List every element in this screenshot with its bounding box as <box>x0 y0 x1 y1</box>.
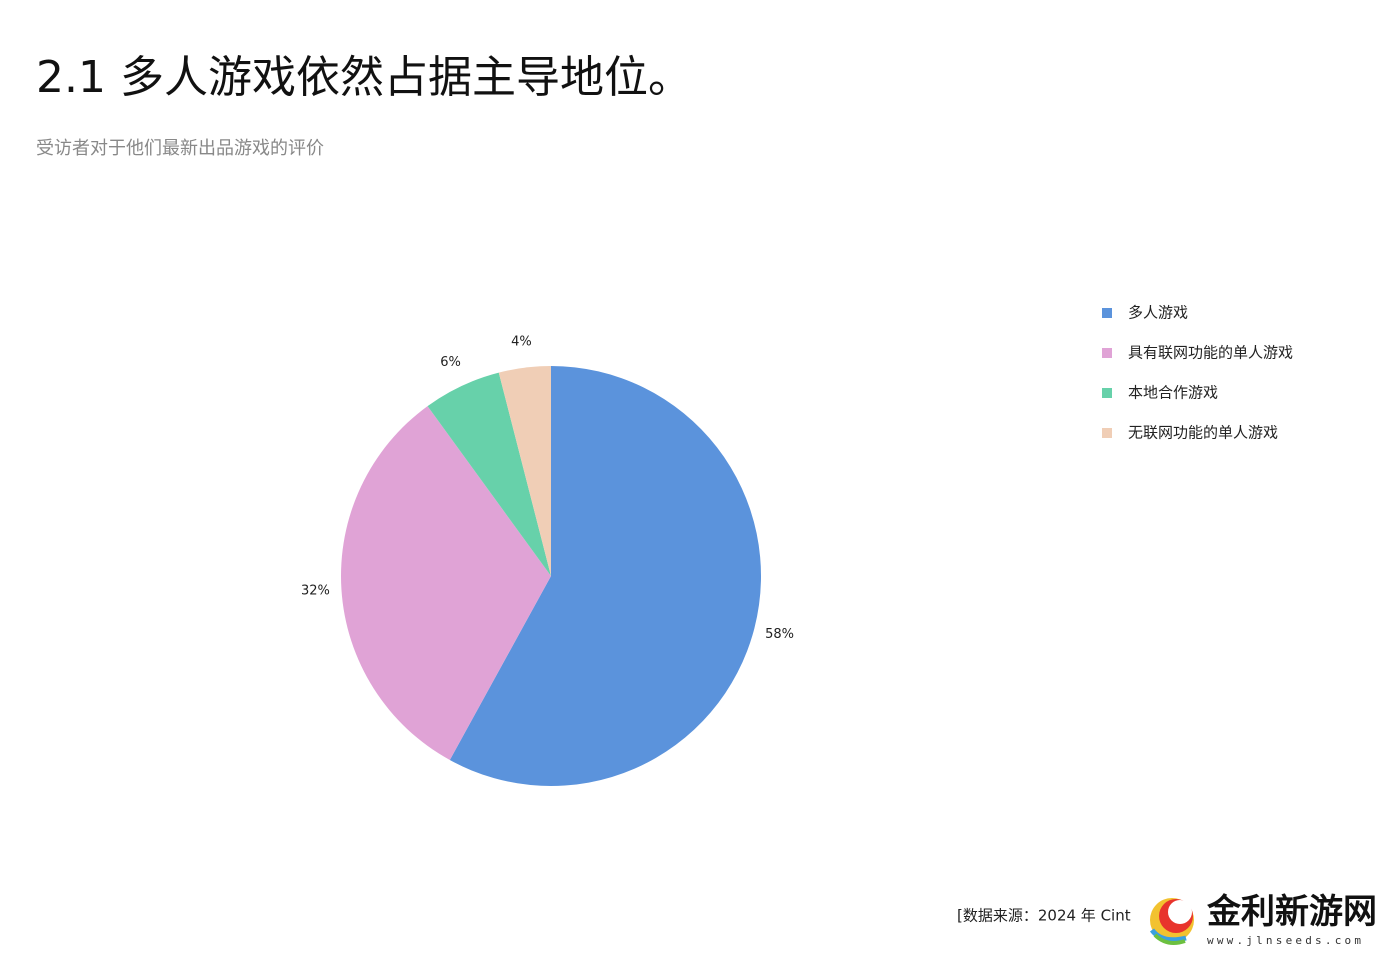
legend-label: 多人游戏 <box>1128 304 1188 322</box>
watermark-url: www.jlnseeds.com <box>1207 934 1364 947</box>
chart-title: 2.1 多人游戏依然占据主导地位。 <box>36 52 692 103</box>
pie-slice <box>498 366 551 576</box>
legend-swatch <box>1102 348 1112 358</box>
legend-label: 本地合作游戏 <box>1128 384 1218 402</box>
data-label: 58% <box>765 627 794 642</box>
data-label: 32% <box>301 583 330 598</box>
chart-subtitle: 受访者对于他们最新出品游戏的评价 <box>36 138 324 159</box>
legend-label: 无联网功能的单人游戏 <box>1128 424 1278 442</box>
legend-swatch <box>1102 388 1112 398</box>
watermark: 金利新游网 www.jlnseeds.com <box>1140 890 1392 954</box>
legend-swatch <box>1102 428 1112 438</box>
data-label: 4% <box>511 334 532 349</box>
logo-ring <box>1168 900 1192 924</box>
logo-swirl <box>1153 933 1186 945</box>
legend-label: 具有联网功能的单人游戏 <box>1128 344 1293 362</box>
logo-swirl <box>1149 928 1187 943</box>
data-label: 6% <box>440 355 461 370</box>
legend-swatch <box>1102 308 1112 318</box>
pie-slice <box>427 372 551 576</box>
pie: 58% 32% 6% 4% <box>301 334 794 787</box>
pie-slice <box>341 406 551 761</box>
source-note: [数据来源：2024 年 Cint <box>957 907 1131 925</box>
watermark-name: 金利新游网 <box>1206 892 1377 932</box>
pie-slice <box>449 366 761 787</box>
